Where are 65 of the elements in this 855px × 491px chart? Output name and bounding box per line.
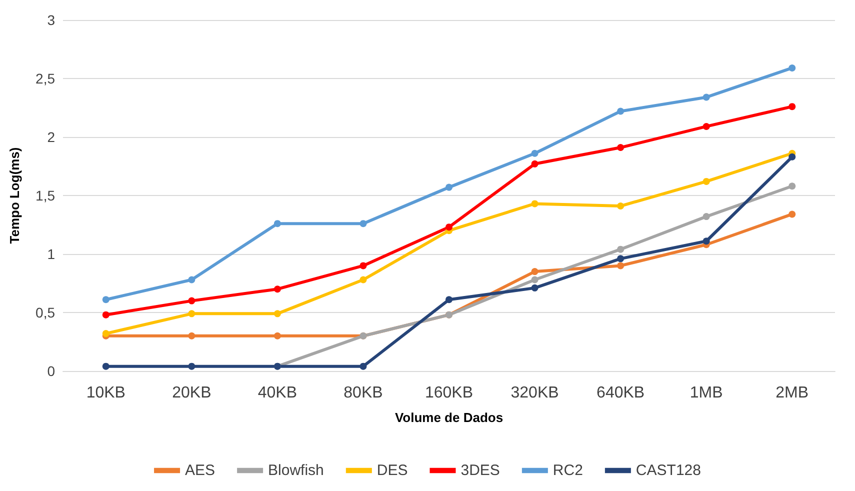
point <box>531 200 538 208</box>
point <box>788 153 796 160</box>
point <box>360 362 367 370</box>
point <box>274 332 281 340</box>
point <box>617 108 624 115</box>
point <box>274 220 281 228</box>
point <box>360 276 367 284</box>
legend-label: RC2 <box>552 462 583 479</box>
x-tick-label: 1MB <box>690 384 723 402</box>
point <box>102 296 110 304</box>
point <box>531 160 538 168</box>
y-tick-label: 2,5 <box>36 70 56 86</box>
legend-label: CAST128 <box>636 462 701 479</box>
point <box>617 144 624 152</box>
point <box>531 268 538 276</box>
legend-label: Blowfish <box>268 462 324 479</box>
point <box>788 103 796 110</box>
y-axis-title: Tempo Log(ms) <box>7 147 22 244</box>
x-tick-label: 80KB <box>344 384 383 402</box>
y-tick-label: 2 <box>47 129 56 145</box>
y-tick-label: 0 <box>47 363 56 379</box>
point <box>188 310 196 318</box>
point <box>188 276 196 284</box>
legend-label: AES <box>185 462 216 479</box>
point <box>531 284 538 292</box>
point <box>446 296 452 304</box>
point <box>702 122 710 130</box>
x-tick-label: 40KB <box>258 384 298 402</box>
point <box>102 311 110 318</box>
point <box>188 362 196 370</box>
legend-label: 3DES <box>460 462 500 479</box>
point <box>702 213 710 220</box>
y-tick-label: 0,5 <box>36 304 56 320</box>
point <box>788 64 796 72</box>
point <box>274 310 281 318</box>
x-axis-title: Volume de Dados <box>394 410 504 425</box>
point <box>274 286 281 293</box>
point <box>617 246 624 253</box>
x-tick-label: 640KB <box>596 384 645 402</box>
point <box>788 210 796 218</box>
x-tick-label: 20KB <box>172 384 212 402</box>
point <box>531 276 538 284</box>
point <box>360 220 367 228</box>
y-tick-label: 1 <box>47 246 56 262</box>
point <box>617 202 624 210</box>
x-tick-label: 320KB <box>510 384 559 402</box>
point <box>188 297 196 304</box>
point <box>617 262 624 270</box>
point <box>188 332 196 340</box>
point <box>617 255 624 262</box>
x-tick-label: 10KB <box>86 384 126 402</box>
y-tick-label: 3 <box>47 12 56 28</box>
point <box>531 150 538 157</box>
x-tick-label: 2MB <box>776 384 809 402</box>
point <box>788 182 796 190</box>
point <box>702 94 710 101</box>
point <box>446 184 452 191</box>
point <box>446 224 452 231</box>
legend-label: DES <box>376 462 408 479</box>
point <box>360 262 367 270</box>
y-tick-label: 1,5 <box>36 188 56 204</box>
point <box>702 178 710 185</box>
point <box>702 238 710 245</box>
x-tick-label: 160KB <box>424 384 474 402</box>
point <box>102 362 110 370</box>
